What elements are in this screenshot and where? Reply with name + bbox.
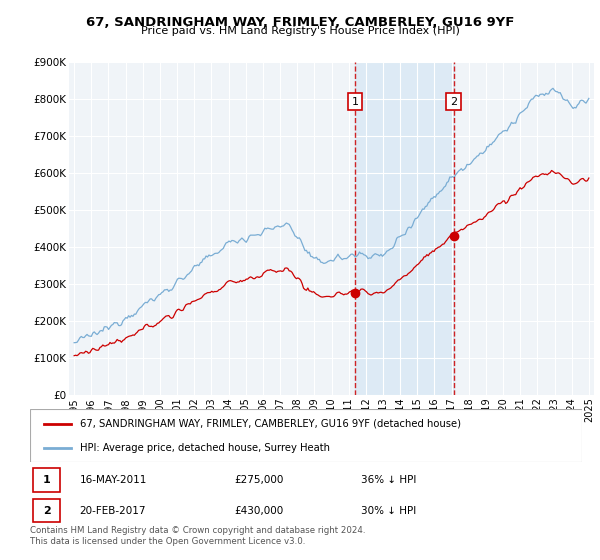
Text: Price paid vs. HM Land Registry's House Price Index (HPI): Price paid vs. HM Land Registry's House …: [140, 26, 460, 36]
Text: HPI: Average price, detached house, Surrey Heath: HPI: Average price, detached house, Surr…: [80, 443, 329, 453]
Bar: [355, 62, 454, 395]
Text: £275,000: £275,000: [234, 475, 284, 485]
Text: 1: 1: [43, 475, 50, 485]
Text: 67, SANDRINGHAM WAY, FRIMLEY, CAMBERLEY, GU16 9YF: 67, SANDRINGHAM WAY, FRIMLEY, CAMBERLEY,…: [86, 16, 514, 29]
Text: 16-MAY-2011: 16-MAY-2011: [80, 475, 147, 485]
Text: 30% ↓ HPI: 30% ↓ HPI: [361, 506, 416, 516]
FancyBboxPatch shape: [30, 409, 582, 462]
Text: 20-FEB-2017: 20-FEB-2017: [80, 506, 146, 516]
FancyBboxPatch shape: [33, 468, 61, 492]
Text: Contains HM Land Registry data © Crown copyright and database right 2024.
This d: Contains HM Land Registry data © Crown c…: [30, 526, 365, 546]
Text: 2: 2: [43, 506, 50, 516]
Text: 36% ↓ HPI: 36% ↓ HPI: [361, 475, 416, 485]
Text: 1: 1: [352, 96, 359, 106]
Text: 2: 2: [450, 96, 457, 106]
Text: £430,000: £430,000: [234, 506, 283, 516]
FancyBboxPatch shape: [33, 499, 61, 522]
Text: 67, SANDRINGHAM WAY, FRIMLEY, CAMBERLEY, GU16 9YF (detached house): 67, SANDRINGHAM WAY, FRIMLEY, CAMBERLEY,…: [80, 419, 461, 429]
